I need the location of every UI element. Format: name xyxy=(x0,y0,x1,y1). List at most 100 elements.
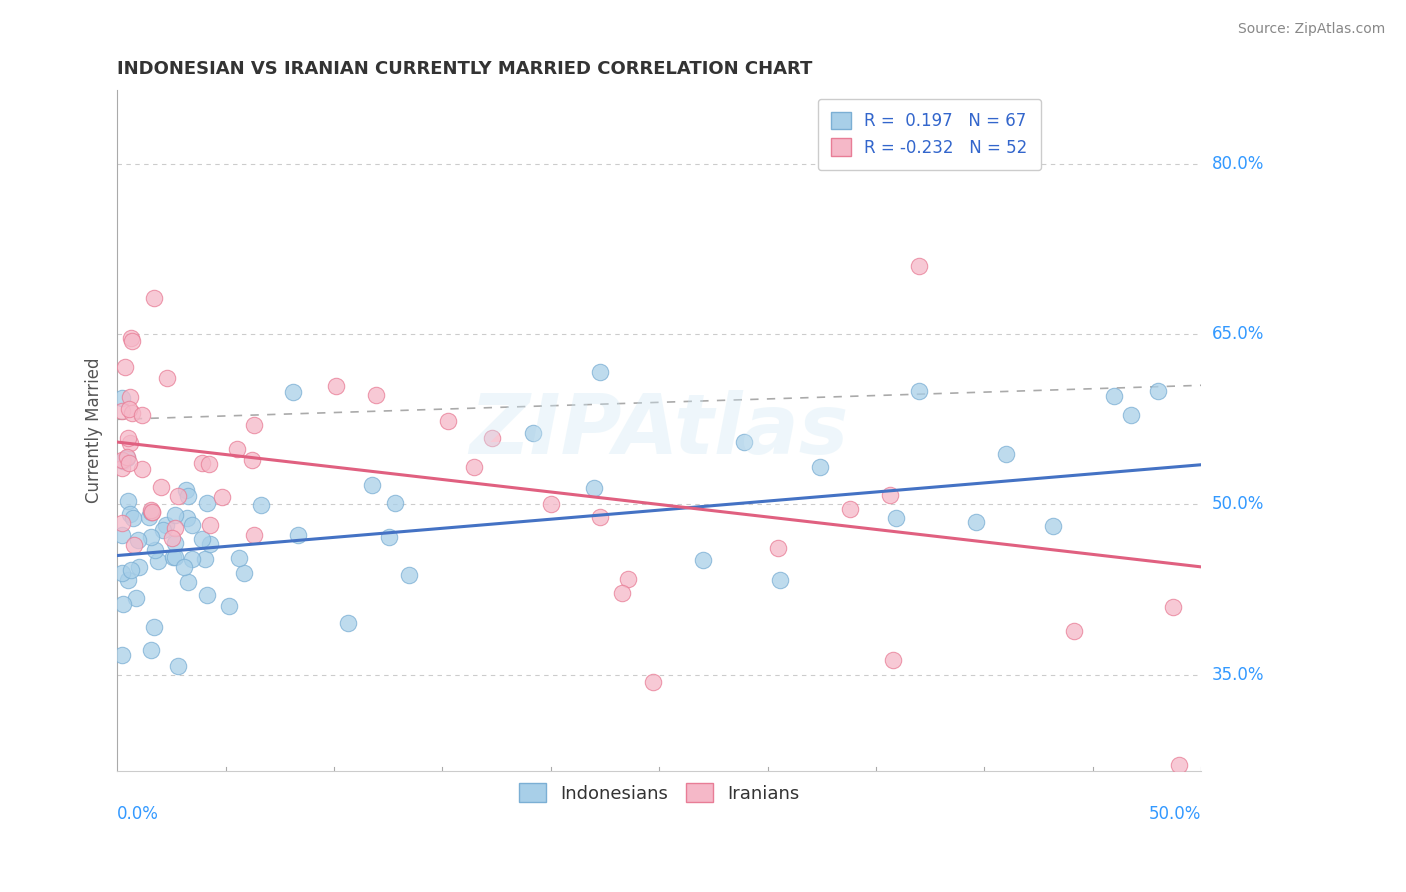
Point xyxy=(141,505,163,519)
Point xyxy=(163,549,186,564)
Point xyxy=(610,586,633,600)
Point xyxy=(191,456,214,470)
Point xyxy=(908,384,931,398)
Point xyxy=(149,480,172,494)
Point xyxy=(138,510,160,524)
Point xyxy=(540,498,562,512)
Point xyxy=(193,552,215,566)
Point xyxy=(250,498,273,512)
Point xyxy=(117,573,139,587)
Point xyxy=(173,560,195,574)
Point xyxy=(143,542,166,557)
Point xyxy=(1063,624,1085,639)
Point xyxy=(121,406,143,420)
Point xyxy=(142,620,165,634)
Point xyxy=(117,402,139,417)
Point xyxy=(141,503,163,517)
Point xyxy=(211,490,233,504)
Point xyxy=(180,552,202,566)
Point xyxy=(243,528,266,542)
Point xyxy=(114,360,136,375)
Point xyxy=(228,551,250,566)
Point xyxy=(110,528,132,542)
Y-axis label: Currently Married: Currently Married xyxy=(86,358,103,503)
Text: 50.0%: 50.0% xyxy=(1212,495,1264,514)
Point xyxy=(125,591,148,606)
Point xyxy=(177,489,200,503)
Point xyxy=(110,391,132,405)
Point xyxy=(218,599,240,613)
Point xyxy=(174,483,197,497)
Point xyxy=(141,643,163,657)
Point xyxy=(582,481,605,495)
Point xyxy=(110,461,132,475)
Point xyxy=(120,436,142,450)
Point xyxy=(384,495,406,509)
Point xyxy=(111,516,134,530)
Point xyxy=(181,518,204,533)
Point xyxy=(191,533,214,547)
Point xyxy=(163,535,186,549)
Point xyxy=(165,508,187,522)
Text: 65.0%: 65.0% xyxy=(1212,326,1264,343)
Point xyxy=(287,528,309,542)
Point xyxy=(131,409,153,423)
Point xyxy=(522,426,544,441)
Point xyxy=(155,517,177,532)
Point xyxy=(160,531,183,545)
Point xyxy=(808,459,831,474)
Point xyxy=(908,259,931,273)
Point xyxy=(118,456,141,470)
Point xyxy=(198,457,221,471)
Point xyxy=(240,453,263,467)
Point xyxy=(117,493,139,508)
Point xyxy=(195,588,218,602)
Point xyxy=(127,533,149,547)
Point xyxy=(337,616,360,631)
Point xyxy=(692,553,714,567)
Point xyxy=(364,388,387,402)
Point xyxy=(141,504,163,518)
Point xyxy=(167,490,190,504)
Point xyxy=(118,390,141,404)
Point xyxy=(121,334,143,348)
Point xyxy=(141,530,163,544)
Point xyxy=(361,477,384,491)
Text: 50.0%: 50.0% xyxy=(1149,805,1201,823)
Point xyxy=(994,447,1017,461)
Point xyxy=(115,450,138,465)
Point xyxy=(769,573,792,587)
Point xyxy=(110,648,132,662)
Text: 80.0%: 80.0% xyxy=(1212,155,1264,173)
Point xyxy=(617,572,640,586)
Point xyxy=(589,365,612,379)
Point xyxy=(733,434,755,449)
Point xyxy=(436,414,458,428)
Point xyxy=(838,501,860,516)
Point xyxy=(243,417,266,432)
Point xyxy=(146,554,169,568)
Point xyxy=(1104,389,1126,403)
Point xyxy=(156,371,179,385)
Point xyxy=(884,510,907,524)
Point xyxy=(176,510,198,524)
Text: 35.0%: 35.0% xyxy=(1212,665,1264,683)
Point xyxy=(641,675,664,690)
Point xyxy=(163,521,186,535)
Point xyxy=(131,462,153,476)
Point xyxy=(112,454,135,468)
Point xyxy=(1146,384,1168,398)
Point xyxy=(110,453,132,467)
Point xyxy=(198,536,221,550)
Point xyxy=(195,496,218,510)
Point xyxy=(879,488,901,502)
Point xyxy=(118,507,141,521)
Point xyxy=(481,431,503,445)
Text: Source: ZipAtlas.com: Source: ZipAtlas.com xyxy=(1237,22,1385,37)
Point xyxy=(965,516,987,530)
Point xyxy=(1042,519,1064,533)
Point xyxy=(120,563,142,577)
Point xyxy=(589,510,612,524)
Point xyxy=(111,597,134,611)
Text: ZIPAtlas: ZIPAtlas xyxy=(470,390,849,471)
